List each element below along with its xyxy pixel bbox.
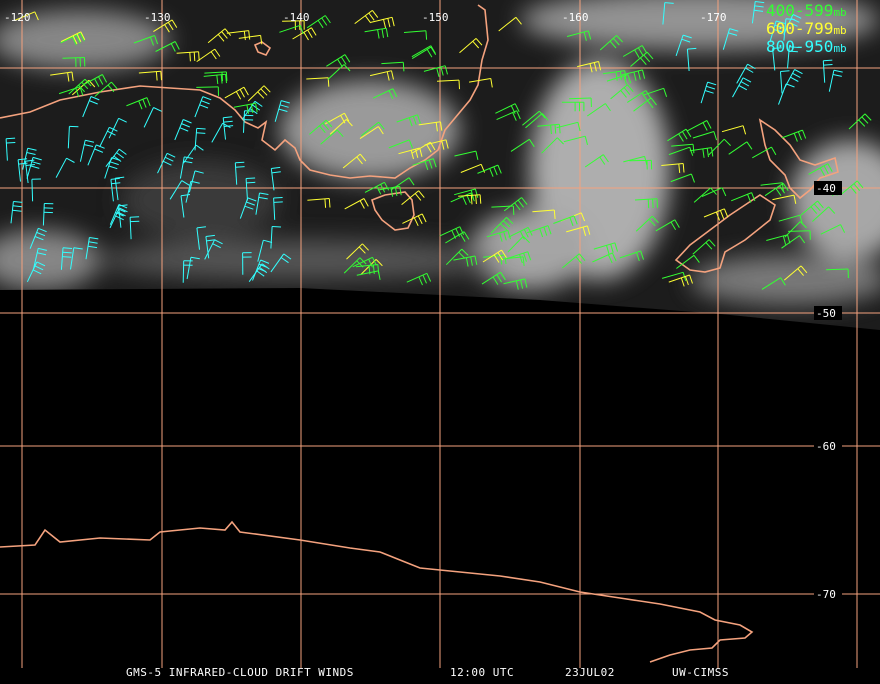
barb-tick xyxy=(459,80,460,89)
barb-tick xyxy=(272,227,281,228)
barb-tick xyxy=(222,72,223,81)
barb-tick xyxy=(426,31,427,40)
legend-level: 400-599 xyxy=(766,1,833,20)
latitude-label: -60 xyxy=(816,440,836,453)
barb-tick xyxy=(196,133,205,134)
barb-staff xyxy=(826,269,848,270)
source: UW-CIMSS xyxy=(672,666,729,679)
barb-tick xyxy=(190,52,191,61)
barb-tick xyxy=(555,125,556,134)
barb-tick xyxy=(325,199,326,208)
barb-tick xyxy=(274,198,283,199)
legend-level: 600-799 xyxy=(766,19,833,38)
barb-staff xyxy=(196,87,218,88)
barb-tick xyxy=(246,182,255,183)
longitude-label: -130 xyxy=(144,11,171,24)
longitude-label: -120 xyxy=(4,11,31,24)
barb-tick xyxy=(329,199,330,208)
barb-tick xyxy=(63,248,72,249)
barb-staff xyxy=(32,179,33,201)
barb-tick xyxy=(403,62,404,71)
barb-tick xyxy=(653,199,654,208)
time: 12:00 UTC xyxy=(450,666,514,679)
barb-tick xyxy=(657,199,658,208)
longitude-label: -140 xyxy=(283,11,310,24)
barb-tick xyxy=(197,128,206,129)
longitude-label: -160 xyxy=(562,11,589,24)
barb-tick xyxy=(687,48,696,49)
barb-staff xyxy=(63,58,85,59)
barb-tick xyxy=(480,195,481,204)
barb-tick xyxy=(476,195,477,204)
legend-unit: mb xyxy=(833,6,846,19)
barb-tick xyxy=(226,72,227,81)
barb-tick xyxy=(6,138,15,139)
barb-tick xyxy=(236,167,245,168)
barb-tick xyxy=(194,52,195,61)
date: 23JUL02 xyxy=(565,666,615,679)
barb-tick xyxy=(648,199,649,208)
latitude-label: -70 xyxy=(816,588,836,601)
barb-tick xyxy=(156,72,157,81)
legend-unit: mb xyxy=(833,42,846,55)
product-name: GMS-5 INFRARED-CLOUD DRIFT WINDS xyxy=(126,666,354,679)
legend-level: 800-950 xyxy=(766,37,833,56)
barb-tick xyxy=(824,65,833,66)
barb-tick xyxy=(235,162,244,163)
barb-tick xyxy=(471,195,472,204)
barb-staff xyxy=(183,261,184,283)
barb-tick xyxy=(161,71,162,80)
barb-tick xyxy=(62,257,71,258)
longitude-label: -170 xyxy=(700,11,727,24)
barb-tick xyxy=(823,60,832,61)
legend-unit: mb xyxy=(833,24,846,37)
barb-tick xyxy=(274,202,283,203)
barb-tick xyxy=(6,143,15,144)
longitude-label: -150 xyxy=(422,11,449,24)
barb-tick xyxy=(559,124,560,133)
latitude-label: -50 xyxy=(816,307,836,320)
latitude-label: -40 xyxy=(816,182,836,195)
barb-tick xyxy=(246,178,255,179)
barb-tick xyxy=(63,252,72,253)
barb-tick xyxy=(781,71,790,72)
